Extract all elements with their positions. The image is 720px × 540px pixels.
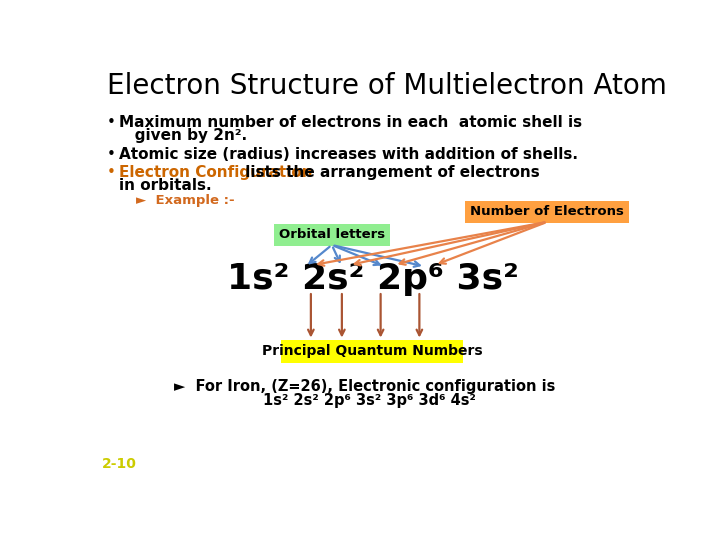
Text: •: • bbox=[107, 165, 116, 180]
Text: Atomic size (radius) increases with addition of shells.: Atomic size (radius) increases with addi… bbox=[120, 147, 578, 162]
Text: Maximum number of electrons in each  atomic shell is: Maximum number of electrons in each atom… bbox=[120, 115, 582, 130]
Text: Principal Quantum Numbers: Principal Quantum Numbers bbox=[262, 344, 482, 358]
Text: ►  For Iron, (Z=26), Electronic configuration is: ► For Iron, (Z=26), Electronic configura… bbox=[174, 379, 555, 394]
Text: 1s² 2s² 2p⁶ 3s² 3p⁶ 3d⁶ 4s²: 1s² 2s² 2p⁶ 3s² 3p⁶ 3d⁶ 4s² bbox=[263, 393, 475, 408]
Text: lists the arrangement of electrons: lists the arrangement of electrons bbox=[240, 165, 539, 180]
Text: Electron Configuration: Electron Configuration bbox=[120, 165, 313, 180]
Text: •: • bbox=[107, 147, 116, 162]
FancyBboxPatch shape bbox=[465, 201, 629, 222]
Text: Number of Electrons: Number of Electrons bbox=[470, 205, 624, 218]
Text: Electron Structure of Multielectron Atom: Electron Structure of Multielectron Atom bbox=[107, 72, 667, 100]
Text: 2-10: 2-10 bbox=[102, 457, 137, 471]
Text: 1s² 2s² 2p⁶ 3s²: 1s² 2s² 2p⁶ 3s² bbox=[227, 262, 519, 296]
FancyBboxPatch shape bbox=[274, 224, 390, 246]
Text: Orbital letters: Orbital letters bbox=[279, 228, 385, 241]
Text: ►  Example :-: ► Example :- bbox=[137, 194, 235, 207]
Text: •: • bbox=[107, 115, 116, 130]
FancyBboxPatch shape bbox=[282, 340, 463, 363]
Text: given by 2n².: given by 2n². bbox=[120, 128, 248, 143]
Text: in orbitals.: in orbitals. bbox=[120, 178, 212, 193]
